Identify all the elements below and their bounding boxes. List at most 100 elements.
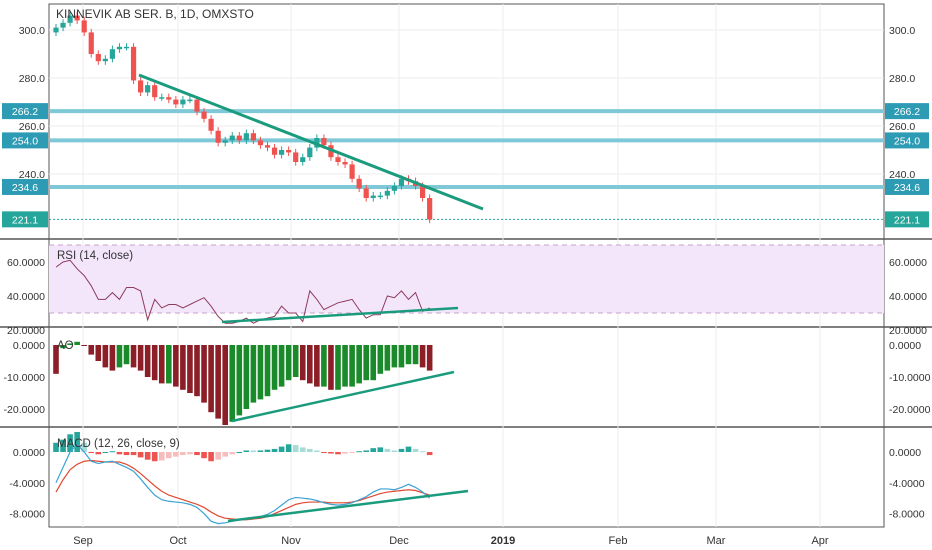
ao-bar bbox=[257, 345, 264, 400]
level-tag-left bbox=[2, 178, 48, 195]
candle-body bbox=[130, 46, 137, 81]
macd-histogram-bar bbox=[173, 452, 179, 457]
ao-title: AO bbox=[57, 340, 74, 352]
ao-bar bbox=[229, 345, 236, 422]
rsi-axis-label-left: 60.0000 bbox=[7, 257, 45, 269]
candle-body bbox=[102, 58, 108, 62]
macd-axis-label-right: -4.0000 bbox=[889, 478, 925, 490]
candle-body bbox=[377, 195, 383, 198]
time-axis-label: Feb bbox=[609, 535, 628, 547]
ao-bar bbox=[187, 345, 193, 393]
macd-histogram-bar bbox=[384, 448, 391, 452]
candle-body bbox=[271, 147, 278, 155]
candle-body bbox=[215, 130, 221, 143]
macd-histogram-bar bbox=[264, 449, 271, 452]
ao-bar bbox=[314, 345, 320, 387]
candle-body bbox=[321, 138, 327, 146]
macd-histogram-bar bbox=[271, 448, 278, 452]
ao-bar bbox=[116, 345, 123, 368]
macd-histogram-bar bbox=[299, 447, 306, 452]
macd-histogram-bar bbox=[60, 439, 66, 452]
price-axis-label-left: 280.0 bbox=[19, 73, 45, 85]
last-price-tag-right-text: 221.1 bbox=[894, 214, 920, 226]
ao-bar bbox=[243, 345, 250, 409]
ao-bar bbox=[95, 345, 102, 361]
ao-bar bbox=[123, 345, 130, 365]
macd-histogram-bar bbox=[307, 448, 313, 452]
ao-bar bbox=[222, 345, 228, 425]
macd-histogram-bar bbox=[166, 452, 172, 459]
price-axis-label-left: 260.0 bbox=[19, 121, 45, 133]
level-tag-right bbox=[885, 132, 929, 149]
level-tag-right-text: 266.2 bbox=[894, 106, 920, 118]
macd-histogram-bar bbox=[285, 444, 292, 452]
macd-histogram-bar bbox=[53, 442, 59, 452]
ao-bar bbox=[328, 345, 334, 390]
macd-histogram-bar bbox=[356, 451, 362, 453]
macd-histogram-bar bbox=[278, 446, 285, 452]
macd-histogram-bar bbox=[412, 448, 419, 452]
candle-body bbox=[201, 111, 207, 119]
time-axis-label: Sep bbox=[73, 535, 93, 547]
candle-body bbox=[194, 99, 200, 112]
candle-body bbox=[53, 27, 59, 33]
macd-axis-label-right: 0.0000 bbox=[889, 447, 921, 459]
macd-histogram-bar bbox=[426, 452, 433, 456]
ao-bar bbox=[67, 343, 73, 345]
macd-trendline bbox=[227, 489, 469, 523]
macd-histogram-bar bbox=[74, 431, 80, 452]
macd-title: MACD (12, 26, close, 9) bbox=[57, 438, 180, 450]
price-axis-label-right: 280.0 bbox=[889, 73, 915, 85]
candle-body bbox=[300, 157, 306, 162]
candle-body bbox=[95, 54, 101, 62]
macd-histogram-bar bbox=[328, 452, 334, 454]
macd-histogram-bar bbox=[215, 452, 221, 460]
macd-histogram-bar bbox=[180, 452, 186, 456]
price-axis-label-left: 240.0 bbox=[19, 169, 45, 181]
macd-histogram-bar bbox=[116, 452, 123, 455]
ao-bar bbox=[377, 345, 384, 374]
ao-bar bbox=[201, 345, 207, 403]
candle-body bbox=[236, 135, 242, 141]
candle-body bbox=[349, 164, 355, 179]
ao-bar bbox=[426, 345, 433, 371]
ao-bar bbox=[384, 345, 391, 371]
ao-bar bbox=[109, 345, 116, 371]
macd-histogram-bar bbox=[194, 452, 200, 456]
ao-bar bbox=[151, 345, 158, 381]
ao-bar bbox=[81, 345, 87, 346]
ao-axis-label-right: -10.0000 bbox=[889, 372, 931, 384]
macd-axis-label-left: -8.0000 bbox=[9, 509, 45, 521]
level-tag-left bbox=[2, 103, 48, 120]
macd-histogram-bar bbox=[257, 450, 264, 452]
ao-bar bbox=[166, 345, 172, 384]
candle-body bbox=[67, 15, 73, 23]
candle-body bbox=[229, 135, 235, 141]
rsi-axis-label-right: 40.0000 bbox=[889, 291, 927, 303]
candle-body bbox=[307, 147, 313, 158]
time-axis-label: Apr bbox=[811, 535, 828, 547]
macd-histogram-bar bbox=[342, 452, 348, 454]
candle-body bbox=[116, 46, 123, 50]
ao-axis-label-right: 0.0000 bbox=[889, 340, 921, 352]
rsi-axis-label-left: 20.0000 bbox=[7, 325, 45, 337]
ao-bar bbox=[194, 345, 200, 397]
ao-bar bbox=[250, 345, 257, 403]
candle-body bbox=[60, 22, 66, 28]
macd-histogram-bar bbox=[229, 452, 236, 455]
macd-histogram-bar bbox=[130, 452, 137, 456]
ao-bar bbox=[208, 345, 214, 413]
last-price-tag-left-text: 221.1 bbox=[12, 214, 38, 226]
macd-histogram-bar bbox=[137, 452, 144, 458]
candle-body bbox=[145, 85, 151, 93]
macd-histogram-bar bbox=[349, 452, 355, 453]
candle-body bbox=[180, 99, 186, 105]
rsi-axis-label-right: 60.0000 bbox=[889, 257, 927, 269]
macd-histogram-bar bbox=[158, 452, 165, 461]
candle-body bbox=[138, 80, 144, 93]
macd-histogram-bar bbox=[292, 445, 299, 452]
candle-body bbox=[250, 133, 256, 141]
candle-body bbox=[363, 188, 369, 198]
price-axis-label-right: 300.0 bbox=[889, 25, 915, 37]
